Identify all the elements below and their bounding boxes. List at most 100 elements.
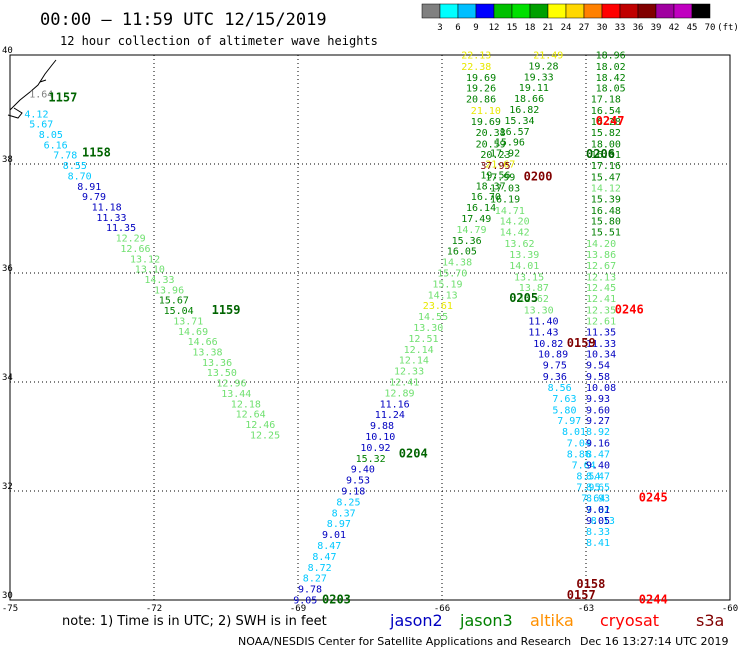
wave-height-value: 15.70	[437, 268, 467, 279]
pass-time-label: 0206	[586, 147, 615, 161]
wave-height-value: 9.40	[351, 465, 375, 476]
wave-height-value: 7.64	[581, 494, 605, 505]
wave-height-value: 13.30	[524, 306, 554, 317]
wave-height-value: 11.40	[528, 316, 558, 327]
wave-height-value: 8.70	[68, 171, 92, 182]
wave-height-value: 20.86	[466, 95, 496, 106]
wave-height-value: 8.56	[548, 383, 572, 394]
wave-height-value: 13.30	[413, 323, 443, 334]
wave-height-value: 20.38	[476, 128, 506, 139]
x-tick-label: -69	[290, 604, 306, 614]
wave-height-value: 12.25	[250, 430, 280, 441]
colorbar-label: 33	[615, 23, 626, 33]
colorbar-swatch	[439, 3, 459, 19]
wave-height-value: 17.92	[490, 149, 520, 160]
wave-height-value: 10.89	[538, 350, 568, 361]
wave-height-value: 16.70	[471, 192, 501, 203]
wave-height-value: 13.15	[514, 272, 544, 283]
wave-height-value: 11.18	[92, 203, 122, 214]
wave-height-value: 17.16	[591, 161, 621, 172]
track-pass-1157: 1.64 4.125.678.056.167.788.558.708.919.79…	[24, 90, 280, 442]
colorbar-label: 3	[437, 23, 442, 33]
wave-height-value: 12.13	[586, 272, 616, 283]
wave-height-value: 15.39	[591, 194, 621, 205]
wave-height-value: 37.95	[480, 161, 510, 172]
wave-height-value: 11.33	[96, 213, 126, 224]
wave-height-value: 15.51	[591, 228, 621, 239]
wave-height-value: 8.47	[586, 449, 610, 460]
wave-height-value: 16.19	[490, 194, 520, 205]
colorbar-label: 6	[455, 23, 460, 33]
wave-height-value: 12.66	[120, 244, 150, 255]
colorbar-label: 39	[651, 23, 662, 33]
wave-height-value: 14.20	[586, 239, 616, 250]
colorbar-swatch	[457, 3, 477, 19]
wave-height-value: 18.42	[596, 73, 626, 84]
wave-height-value: 5.67	[29, 120, 53, 131]
wave-height-value: 11.24	[375, 410, 405, 421]
wave-height-value: 9.53	[346, 476, 370, 487]
wave-height-value: 16.54	[591, 106, 621, 117]
wave-height-value: 8.13	[591, 516, 615, 527]
pass-time-label: 0205	[509, 291, 538, 305]
wave-height-value: 15.80	[591, 217, 621, 228]
wave-height-value: 9.05	[586, 516, 610, 527]
wave-height-value: 17.03	[490, 183, 520, 194]
wave-height-value: 15.47	[591, 173, 621, 184]
colorbar-label: 70	[705, 23, 716, 33]
wave-height-value: 19.11	[519, 83, 549, 94]
wave-height-value: 9.78	[298, 585, 322, 596]
wave-height-value: 5.80	[552, 405, 576, 416]
wave-height-value: 13.50	[207, 368, 237, 379]
wave-height-value: 14.13	[428, 290, 458, 301]
wave-height-value: 17.18	[591, 95, 621, 106]
wave-height-value: 15.82	[591, 128, 621, 139]
wave-height-value: 12.96	[216, 379, 246, 390]
wave-height-value: 9.36	[543, 372, 567, 383]
wave-height-value: 9.54	[586, 361, 610, 372]
x-tick-label: -75	[2, 604, 18, 614]
wave-height-value: 10.08	[586, 383, 616, 394]
wave-height-value: 8.54	[576, 472, 600, 483]
wave-height-value: 12.14	[404, 345, 434, 356]
wave-height-value: 15.96	[495, 138, 525, 149]
wave-height-value: 10.10	[365, 432, 395, 443]
track-pass-0203-0204-0205: 9.059.788.278.728.478.479.018.978.378.25…	[293, 50, 563, 606]
wave-height-value: 9.58	[586, 372, 610, 383]
altimeter-tracks: 1.64 4.125.678.056.167.788.558.708.919.79…	[24, 50, 625, 606]
wave-height-value: 12.33	[394, 367, 424, 378]
colorbar-label: 15	[507, 23, 518, 33]
wave-height-value: 12.41	[586, 294, 616, 305]
wave-height-value: 7.04	[567, 438, 591, 449]
colorbar-swatch	[655, 3, 675, 19]
wave-height-value: 13.62	[504, 239, 534, 250]
wave-height-value: 8.93	[586, 494, 610, 505]
wave-height-value: 9.60	[586, 405, 610, 416]
wave-height-value: 19.69	[471, 117, 501, 128]
wave-height-value: 12.61	[586, 316, 616, 327]
wave-height-value: 9.01	[322, 530, 346, 541]
wave-height-value: 17.49	[461, 214, 491, 225]
y-tick-label: 34	[2, 373, 13, 383]
satellite-s3a: s3a	[696, 611, 724, 630]
satellite-altika: altika	[530, 611, 574, 630]
wave-height-value: 23.61	[423, 301, 453, 312]
wave-height-value: 19.69	[466, 73, 496, 84]
wave-height-value: 13.10	[135, 265, 165, 276]
colorbar-label: 42	[669, 23, 680, 33]
colorbar-swatch	[601, 3, 621, 19]
wave-height-value: 13.87	[519, 283, 549, 294]
wave-height-value: 7.95	[576, 483, 600, 494]
wave-height-value: 8.72	[308, 563, 332, 574]
wave-height-value: 6.16	[44, 140, 68, 151]
wave-height-value: 9.27	[586, 416, 610, 427]
wave-height-value: 16.01	[591, 150, 621, 161]
wave-height-value: 12.18	[231, 399, 261, 410]
wave-height-value: 8.25	[336, 497, 360, 508]
wave-height-value: 9.18	[341, 486, 365, 497]
satellite-legend: jason2 jason3 altika cryosat s3a	[389, 611, 724, 630]
wave-height-value: 9.88	[370, 421, 394, 432]
wave-height-value: 12.45	[586, 283, 616, 294]
wave-height-value: 13.39	[509, 250, 539, 261]
